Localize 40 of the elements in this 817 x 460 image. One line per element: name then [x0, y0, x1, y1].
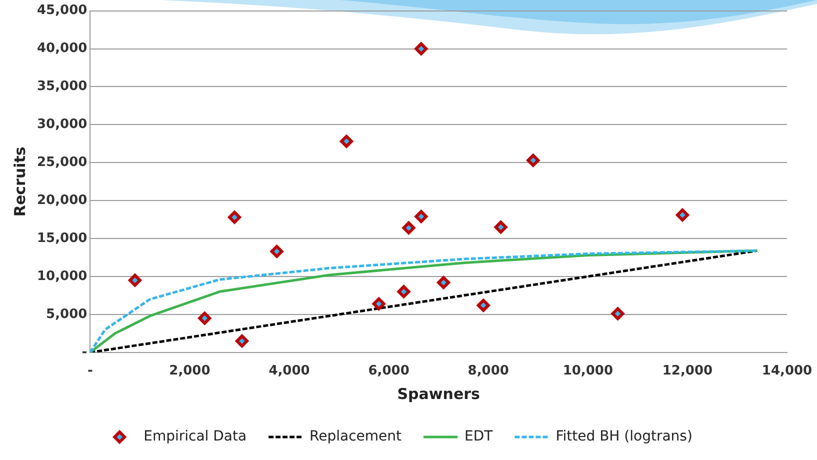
x-tick-label: 4,000 — [268, 364, 310, 379]
y-axis-title: Recruits — [10, 146, 29, 217]
point — [676, 208, 689, 222]
point — [198, 312, 212, 325]
x-axis-title: Spawners — [397, 384, 480, 403]
point — [270, 244, 284, 258]
point — [397, 285, 410, 298]
point — [340, 134, 353, 148]
point — [235, 334, 248, 348]
legend-label: Replacement — [310, 428, 402, 445]
y-tick-label: 40,000 — [36, 41, 88, 56]
x-tick-label: 8,000 — [468, 364, 509, 379]
point — [414, 210, 428, 224]
x-tick-label: 12,000 — [662, 364, 713, 379]
point — [128, 274, 142, 287]
y-tick-label: 30,000 — [36, 117, 88, 132]
y-tick-label: 5,000 — [46, 306, 88, 322]
y-tick-label: 10,000 — [36, 268, 88, 284]
y-tick-label: - — [82, 344, 88, 360]
y-tick-label: 35,000 — [36, 79, 88, 94]
point — [437, 276, 450, 290]
x-tick-label: 6,000 — [368, 364, 410, 379]
x-tick-label: 14,000 — [762, 364, 812, 379]
x-tick-label: 10,000 — [562, 364, 613, 379]
point — [476, 298, 490, 312]
x-tick-label: 2,000 — [169, 364, 210, 379]
point — [611, 307, 624, 320]
point — [402, 221, 416, 234]
legend-label: EDT — [464, 428, 494, 445]
legend-label: Fitted BH (logtrans) — [556, 428, 692, 445]
point — [414, 42, 428, 56]
legend-label: Empirical Data — [144, 428, 247, 445]
point — [372, 297, 386, 310]
y-tick-label: 15,000 — [36, 230, 88, 246]
point — [228, 210, 242, 224]
y-tick-label: 20,000 — [36, 192, 88, 208]
y-tick-label: 45,000 — [36, 3, 88, 18]
y-tick-label: 25,000 — [36, 154, 88, 170]
point — [494, 220, 508, 234]
point — [526, 154, 540, 167]
